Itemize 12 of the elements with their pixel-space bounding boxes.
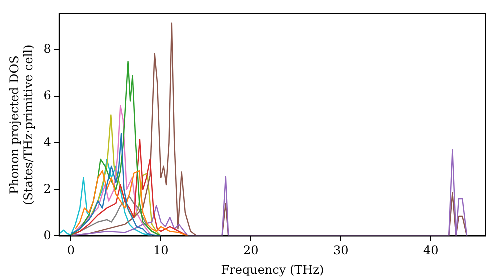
- x-tick-label: 30: [333, 244, 349, 258]
- y-tick-label: 0: [44, 228, 52, 242]
- y-tick-label: 8: [44, 42, 52, 56]
- y-tick-label: 4: [44, 135, 52, 150]
- x-tick-label: 20: [243, 244, 259, 258]
- y-tick-label: 6: [44, 88, 52, 103]
- x-tick-label: 10: [153, 244, 169, 258]
- y-tick-label: 2: [44, 182, 52, 196]
- y-axis-title: Phonon projected DOS (States/THz·primitive cell): [7, 44, 36, 206]
- x-tick-label: 40: [423, 244, 439, 258]
- x-axis-title: Frequency (THz): [221, 262, 324, 277]
- x-tick-label: 0: [67, 244, 75, 258]
